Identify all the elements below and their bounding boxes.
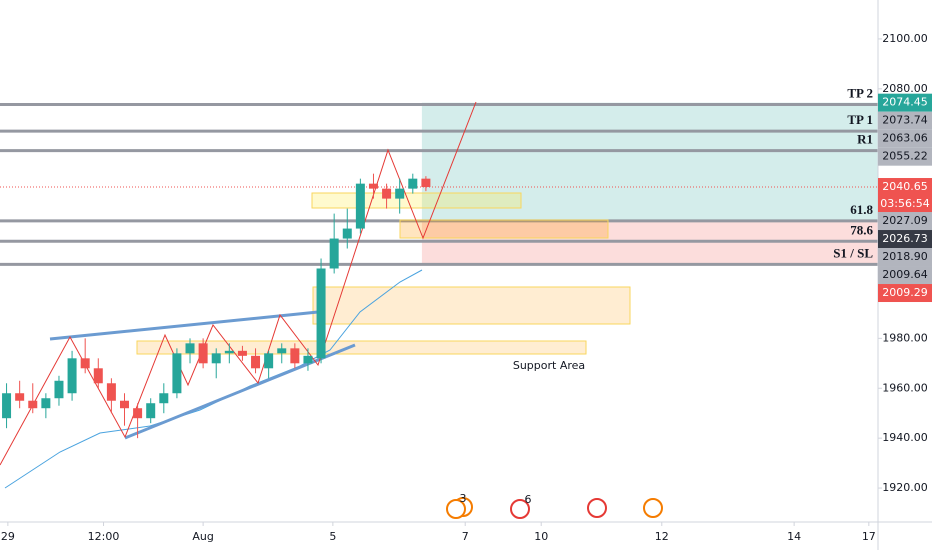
- price-label-bg: [878, 147, 932, 166]
- candle-body: [224, 350, 234, 354]
- x-tick-label: 7: [462, 530, 469, 543]
- candle-body: [237, 350, 247, 356]
- y-tick-label: 1940.00: [882, 431, 928, 444]
- drawings: [0, 102, 878, 266]
- event-badges: 3 6: [446, 492, 663, 519]
- trend-line: [49, 310, 319, 341]
- x-tick-label: 10: [534, 530, 548, 543]
- candle-body: [15, 393, 25, 401]
- candle-body: [28, 400, 38, 409]
- annotation: Support Area: [513, 359, 585, 372]
- candle-body: [41, 398, 51, 409]
- x-tick-label: 14: [787, 530, 801, 543]
- candle-body: [159, 393, 169, 404]
- y-tick-label: 2100.00: [882, 32, 928, 45]
- event-count: 6: [525, 493, 532, 506]
- candle-body: [303, 355, 313, 364]
- candle-body: [146, 403, 156, 419]
- candle-body: [421, 178, 431, 188]
- countdown: 03:56:54: [880, 197, 929, 210]
- x-tick-label: 17: [862, 530, 876, 543]
- candle-body: [290, 348, 300, 364]
- candle-body: [211, 353, 221, 364]
- x-tick-label: 12: [655, 530, 669, 543]
- candle-body: [277, 348, 287, 354]
- zone: [312, 286, 631, 325]
- y-tick-label: 1920.00: [882, 481, 928, 494]
- price-label: 2009.29: [882, 286, 928, 299]
- price-label-bg: [878, 230, 932, 249]
- x-tick-label: 12:00: [88, 530, 120, 543]
- candle-body: [172, 353, 182, 394]
- level-label: R1: [857, 132, 873, 147]
- price-label-bg: [878, 284, 932, 303]
- price-label-bg: [878, 248, 932, 267]
- zone: [136, 340, 587, 355]
- event-count: 3: [460, 492, 467, 505]
- candle-body: [382, 188, 392, 199]
- price-label: 2027.09: [882, 214, 928, 227]
- price-label: 2026.73: [882, 232, 928, 245]
- price-label: 2040.65: [882, 180, 928, 193]
- candle-body: [2, 393, 12, 419]
- event-badge: [510, 499, 530, 519]
- price-label: 2074.45: [882, 96, 928, 109]
- candle-body: [368, 183, 378, 189]
- candle-body: [106, 383, 116, 401]
- price-label: 2063.06: [882, 132, 928, 145]
- level-label: TP 1: [847, 112, 873, 127]
- price-label-bg: [878, 212, 932, 231]
- price-label: 2073.74: [882, 114, 928, 127]
- level-label: TP 2: [847, 85, 873, 100]
- price-label: 2055.22: [882, 150, 928, 163]
- candle-body: [198, 343, 208, 364]
- y-tick-label: 1960.00: [882, 381, 928, 394]
- candle-body: [185, 343, 195, 354]
- price-label-bg: [878, 266, 932, 285]
- level-label: 61.8: [850, 202, 873, 217]
- candle-body: [251, 355, 261, 369]
- price-label: 2018.90: [882, 250, 928, 263]
- candle-body: [329, 238, 339, 269]
- candle-body: [408, 178, 418, 189]
- candle-body: [264, 353, 274, 369]
- candle-body: [67, 358, 77, 394]
- event-badge: [446, 499, 466, 519]
- x-tick-label: 29: [1, 530, 15, 543]
- x-tick-label: 5: [329, 530, 336, 543]
- y-tick-label: 2080.00: [882, 82, 928, 95]
- x-tick-label: Aug: [192, 530, 213, 543]
- trend-line: [124, 343, 356, 440]
- event-badge: [643, 498, 663, 518]
- zone: [399, 219, 609, 239]
- candle-body: [395, 188, 405, 199]
- event-badge: [587, 498, 607, 518]
- zigzag: [0, 101, 477, 466]
- price-label-bg: [878, 93, 932, 112]
- profit-zone: [421, 102, 878, 222]
- marks: [2, 173, 431, 439]
- level-label: S1 / SL: [833, 245, 873, 260]
- level-label: 78.6: [850, 222, 873, 237]
- candle-body: [93, 368, 103, 384]
- y-tick-label: 1980.00: [882, 331, 928, 344]
- candle-body: [355, 183, 365, 229]
- candle-body: [342, 228, 352, 239]
- zone: [311, 192, 522, 209]
- candle-body: [316, 268, 326, 359]
- candle-body: [54, 380, 64, 399]
- price-label-bg: [878, 178, 932, 214]
- loss-zone: [421, 221, 878, 266]
- candle-body: [133, 408, 143, 419]
- price-label: 2009.64: [882, 268, 928, 281]
- price-label-bg: [878, 129, 932, 148]
- candle-body: [119, 400, 129, 409]
- candle-body: [80, 358, 90, 369]
- price-label-bg: [878, 111, 932, 130]
